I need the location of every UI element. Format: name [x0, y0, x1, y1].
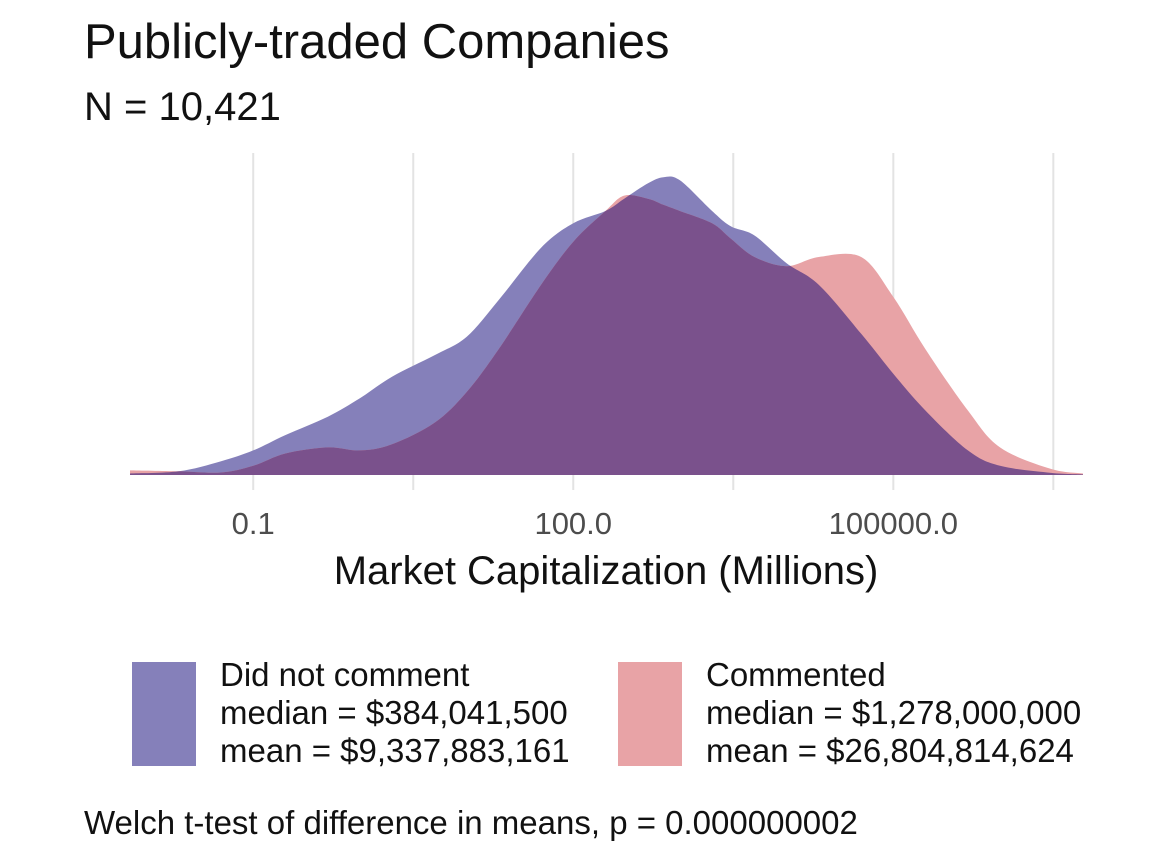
x-tick-label: 100.0	[534, 506, 612, 541]
legend-median: median = $1,278,000,000	[706, 694, 1082, 731]
chart-subtitle: N = 10,421	[84, 85, 281, 129]
x-axis-label: Market Capitalization (Millions)	[334, 549, 879, 593]
legend-text-did-not-comment: Did not comment median = $384,041,500 me…	[220, 656, 570, 770]
density-areas	[130, 176, 1083, 475]
legend-mean: mean = $9,337,883,161	[220, 732, 570, 769]
chart-title: Publicly-traded Companies	[84, 15, 670, 69]
legend-swatch-did-not-comment	[132, 662, 196, 766]
x-tick-label: 0.1	[232, 506, 275, 541]
density-area-overlap	[130, 195, 1083, 475]
x-tick-label: 100000.0	[829, 506, 958, 541]
legend-mean: mean = $26,804,814,624	[706, 732, 1074, 769]
footnote: Welch t-test of difference in means, p =…	[84, 804, 858, 841]
x-axis-tick-labels: 0.1 100.0 100000.0	[232, 506, 958, 541]
legend-label: Commented	[706, 656, 886, 693]
legend-label: Did not comment	[220, 656, 470, 693]
legend-swatch-commented	[618, 662, 682, 766]
legend-median: median = $384,041,500	[220, 694, 568, 731]
legend-text-commented: Commented median = $1,278,000,000 mean =…	[706, 656, 1081, 770]
